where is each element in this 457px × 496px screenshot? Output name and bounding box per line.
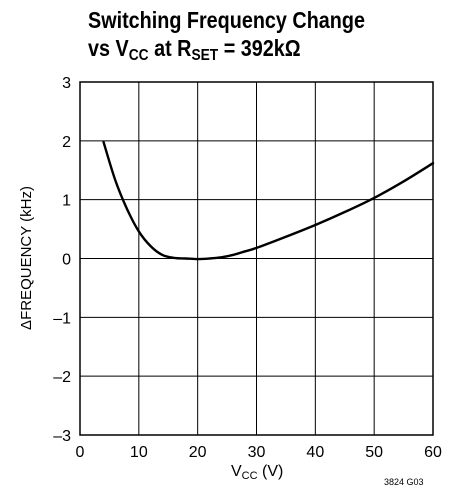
y-axis-label: ΔFREQUENCY (kHz)	[18, 186, 35, 330]
x-tick-label: 40	[306, 444, 324, 461]
chart-title-line2: vs VCC at RSET = 392kΩ	[88, 35, 301, 64]
figure-code: 3824 G03	[384, 477, 424, 487]
y-tick-label: –2	[53, 369, 71, 386]
series-line	[102, 140, 435, 261]
x-tick-label: 10	[130, 444, 148, 461]
y-tick-label: 3	[62, 75, 71, 92]
curve-layer	[102, 140, 435, 261]
grid-layer	[79, 81, 434, 436]
chart-title-line1: Switching Frequency Change	[88, 7, 365, 33]
y-tick-label: 2	[62, 134, 71, 151]
x-tick-label: 60	[424, 444, 442, 461]
plot-frame	[79, 81, 434, 436]
chart-title: Switching Frequency Change vs VCC at RSE…	[88, 6, 365, 64]
y-tick-label: –1	[53, 310, 71, 327]
x-tick-label: 0	[76, 444, 85, 461]
x-axis-label: VCC (V)	[231, 463, 284, 482]
y-tick-label: 0	[62, 252, 71, 269]
x-tick-label: 30	[248, 444, 266, 461]
y-tick-label: 1	[62, 193, 71, 210]
x-tick-label: 50	[365, 444, 383, 461]
y-tick-label: –3	[53, 428, 71, 445]
x-tick-label: 20	[189, 444, 207, 461]
